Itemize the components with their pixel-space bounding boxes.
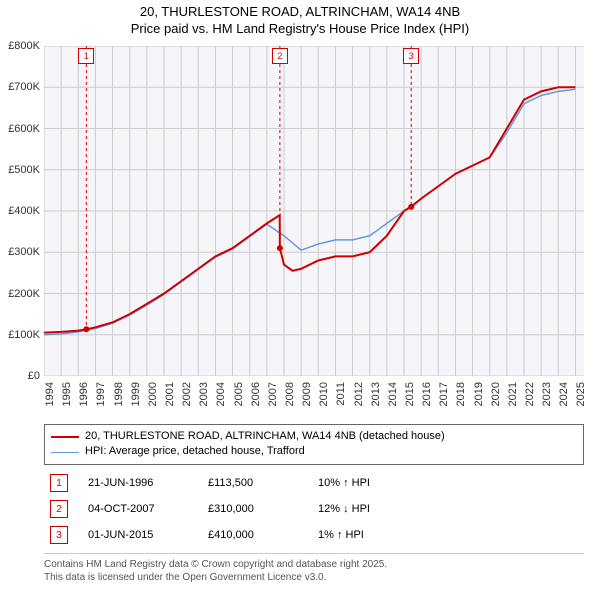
x-tick-label: 2025 — [575, 382, 587, 406]
x-tick-label: 2014 — [387, 382, 399, 406]
x-tick-label: 2017 — [438, 382, 450, 406]
y-tick-label: £100K — [8, 329, 40, 341]
x-tick-label: 2013 — [370, 382, 382, 406]
y-tick-label: £200K — [8, 288, 40, 300]
x-tick-label: 1999 — [130, 382, 142, 406]
sale-marker: 1 — [50, 474, 68, 492]
x-tick-label: 2010 — [318, 382, 330, 406]
footer: Contains HM Land Registry data © Crown c… — [44, 553, 584, 584]
y-tick-label: £800K — [8, 40, 40, 52]
x-tick-label: 2003 — [198, 382, 210, 406]
sale-pct: 1% ↑ HPI — [318, 529, 418, 541]
y-axis: £0£100K£200K£300K£400K£500K£600K£700K£80… — [0, 46, 44, 376]
sale-marker: 2 — [50, 500, 68, 518]
y-tick-label: £600K — [8, 123, 40, 135]
x-tick-label: 2008 — [284, 382, 296, 406]
sale-price: £310,000 — [208, 503, 298, 515]
chart-title: 20, THURLESTONE ROAD, ALTRINCHAM, WA14 4… — [0, 0, 600, 38]
x-tick-label: 2016 — [421, 382, 433, 406]
title-line-1: 20, THURLESTONE ROAD, ALTRINCHAM, WA14 4… — [0, 4, 600, 21]
x-tick-label: 2006 — [250, 382, 262, 406]
x-tick-label: 2001 — [164, 382, 176, 406]
chart-marker-3: 3 — [403, 48, 419, 64]
sale-row: 2 04-OCT-2007 £310,000 12% ↓ HPI — [44, 496, 584, 522]
x-tick-label: 2002 — [181, 382, 193, 406]
x-tick-label: 2018 — [455, 382, 467, 406]
sale-date: 01-JUN-2015 — [88, 529, 188, 541]
footer-line-2: This data is licensed under the Open Gov… — [44, 571, 584, 584]
sale-pct: 12% ↓ HPI — [318, 503, 418, 515]
y-tick-label: £300K — [8, 246, 40, 258]
legend-label: HPI: Average price, detached house, Traf… — [85, 444, 305, 459]
y-tick-label: £0 — [28, 370, 40, 382]
x-tick-label: 2020 — [490, 382, 502, 406]
x-tick-label: 2015 — [404, 382, 416, 406]
title-line-2: Price paid vs. HM Land Registry's House … — [0, 21, 600, 38]
legend-item: HPI: Average price, detached house, Traf… — [51, 444, 577, 459]
x-tick-label: 2011 — [335, 382, 347, 406]
plot-area: 1 2 3 — [44, 46, 584, 376]
legend: 20, THURLESTONE ROAD, ALTRINCHAM, WA14 4… — [44, 424, 584, 465]
footer-line-1: Contains HM Land Registry data © Crown c… — [44, 558, 584, 571]
x-tick-label: 2005 — [233, 382, 245, 406]
sale-row: 3 01-JUN-2015 £410,000 1% ↑ HPI — [44, 522, 584, 548]
sale-date: 04-OCT-2007 — [88, 503, 188, 515]
legend-swatch — [51, 436, 79, 438]
x-tick-label: 1994 — [44, 382, 56, 406]
y-tick-label: £500K — [8, 164, 40, 176]
x-tick-label: 2012 — [353, 382, 365, 406]
sale-price: £113,500 — [208, 477, 298, 489]
x-tick-label: 2024 — [558, 382, 570, 406]
sales-table: 1 21-JUN-1996 £113,500 10% ↑ HPI 2 04-OCT-200… — [44, 470, 584, 548]
x-tick-label: 1998 — [113, 382, 125, 406]
legend-label: 20, THURLESTONE ROAD, ALTRINCHAM, WA14 4… — [85, 429, 445, 444]
sale-marker: 3 — [50, 526, 68, 544]
x-axis: 1994 1995 1996 1997 1998 1999 2000 2001 2002 2003… — [44, 376, 584, 420]
x-tick-label: 2007 — [267, 382, 279, 406]
x-tick-label: 2019 — [473, 382, 485, 406]
x-tick-label: 2022 — [524, 382, 536, 406]
x-tick-label: 1996 — [78, 382, 90, 406]
chart-svg — [44, 46, 584, 376]
sale-pct: 10% ↑ HPI — [318, 477, 418, 489]
x-tick-label: 2021 — [507, 382, 519, 406]
sale-price: £410,000 — [208, 529, 298, 541]
x-tick-label: 1997 — [95, 382, 107, 406]
chart-container: 20, THURLESTONE ROAD, ALTRINCHAM, WA14 4… — [0, 0, 600, 590]
legend-swatch — [51, 452, 79, 453]
sale-row: 1 21-JUN-1996 £113,500 10% ↑ HPI — [44, 470, 584, 496]
x-tick-label: 1995 — [61, 382, 73, 406]
legend-item: 20, THURLESTONE ROAD, ALTRINCHAM, WA14 4… — [51, 429, 577, 444]
x-tick-label: 2004 — [215, 382, 227, 406]
chart-marker-2: 2 — [272, 48, 288, 64]
y-tick-label: £700K — [8, 81, 40, 93]
y-tick-label: £400K — [8, 205, 40, 217]
chart-marker-1: 1 — [78, 48, 94, 64]
x-tick-label: 2000 — [147, 382, 159, 406]
x-tick-label: 2023 — [541, 382, 553, 406]
x-tick-label: 2009 — [301, 382, 313, 406]
sale-date: 21-JUN-1996 — [88, 477, 188, 489]
